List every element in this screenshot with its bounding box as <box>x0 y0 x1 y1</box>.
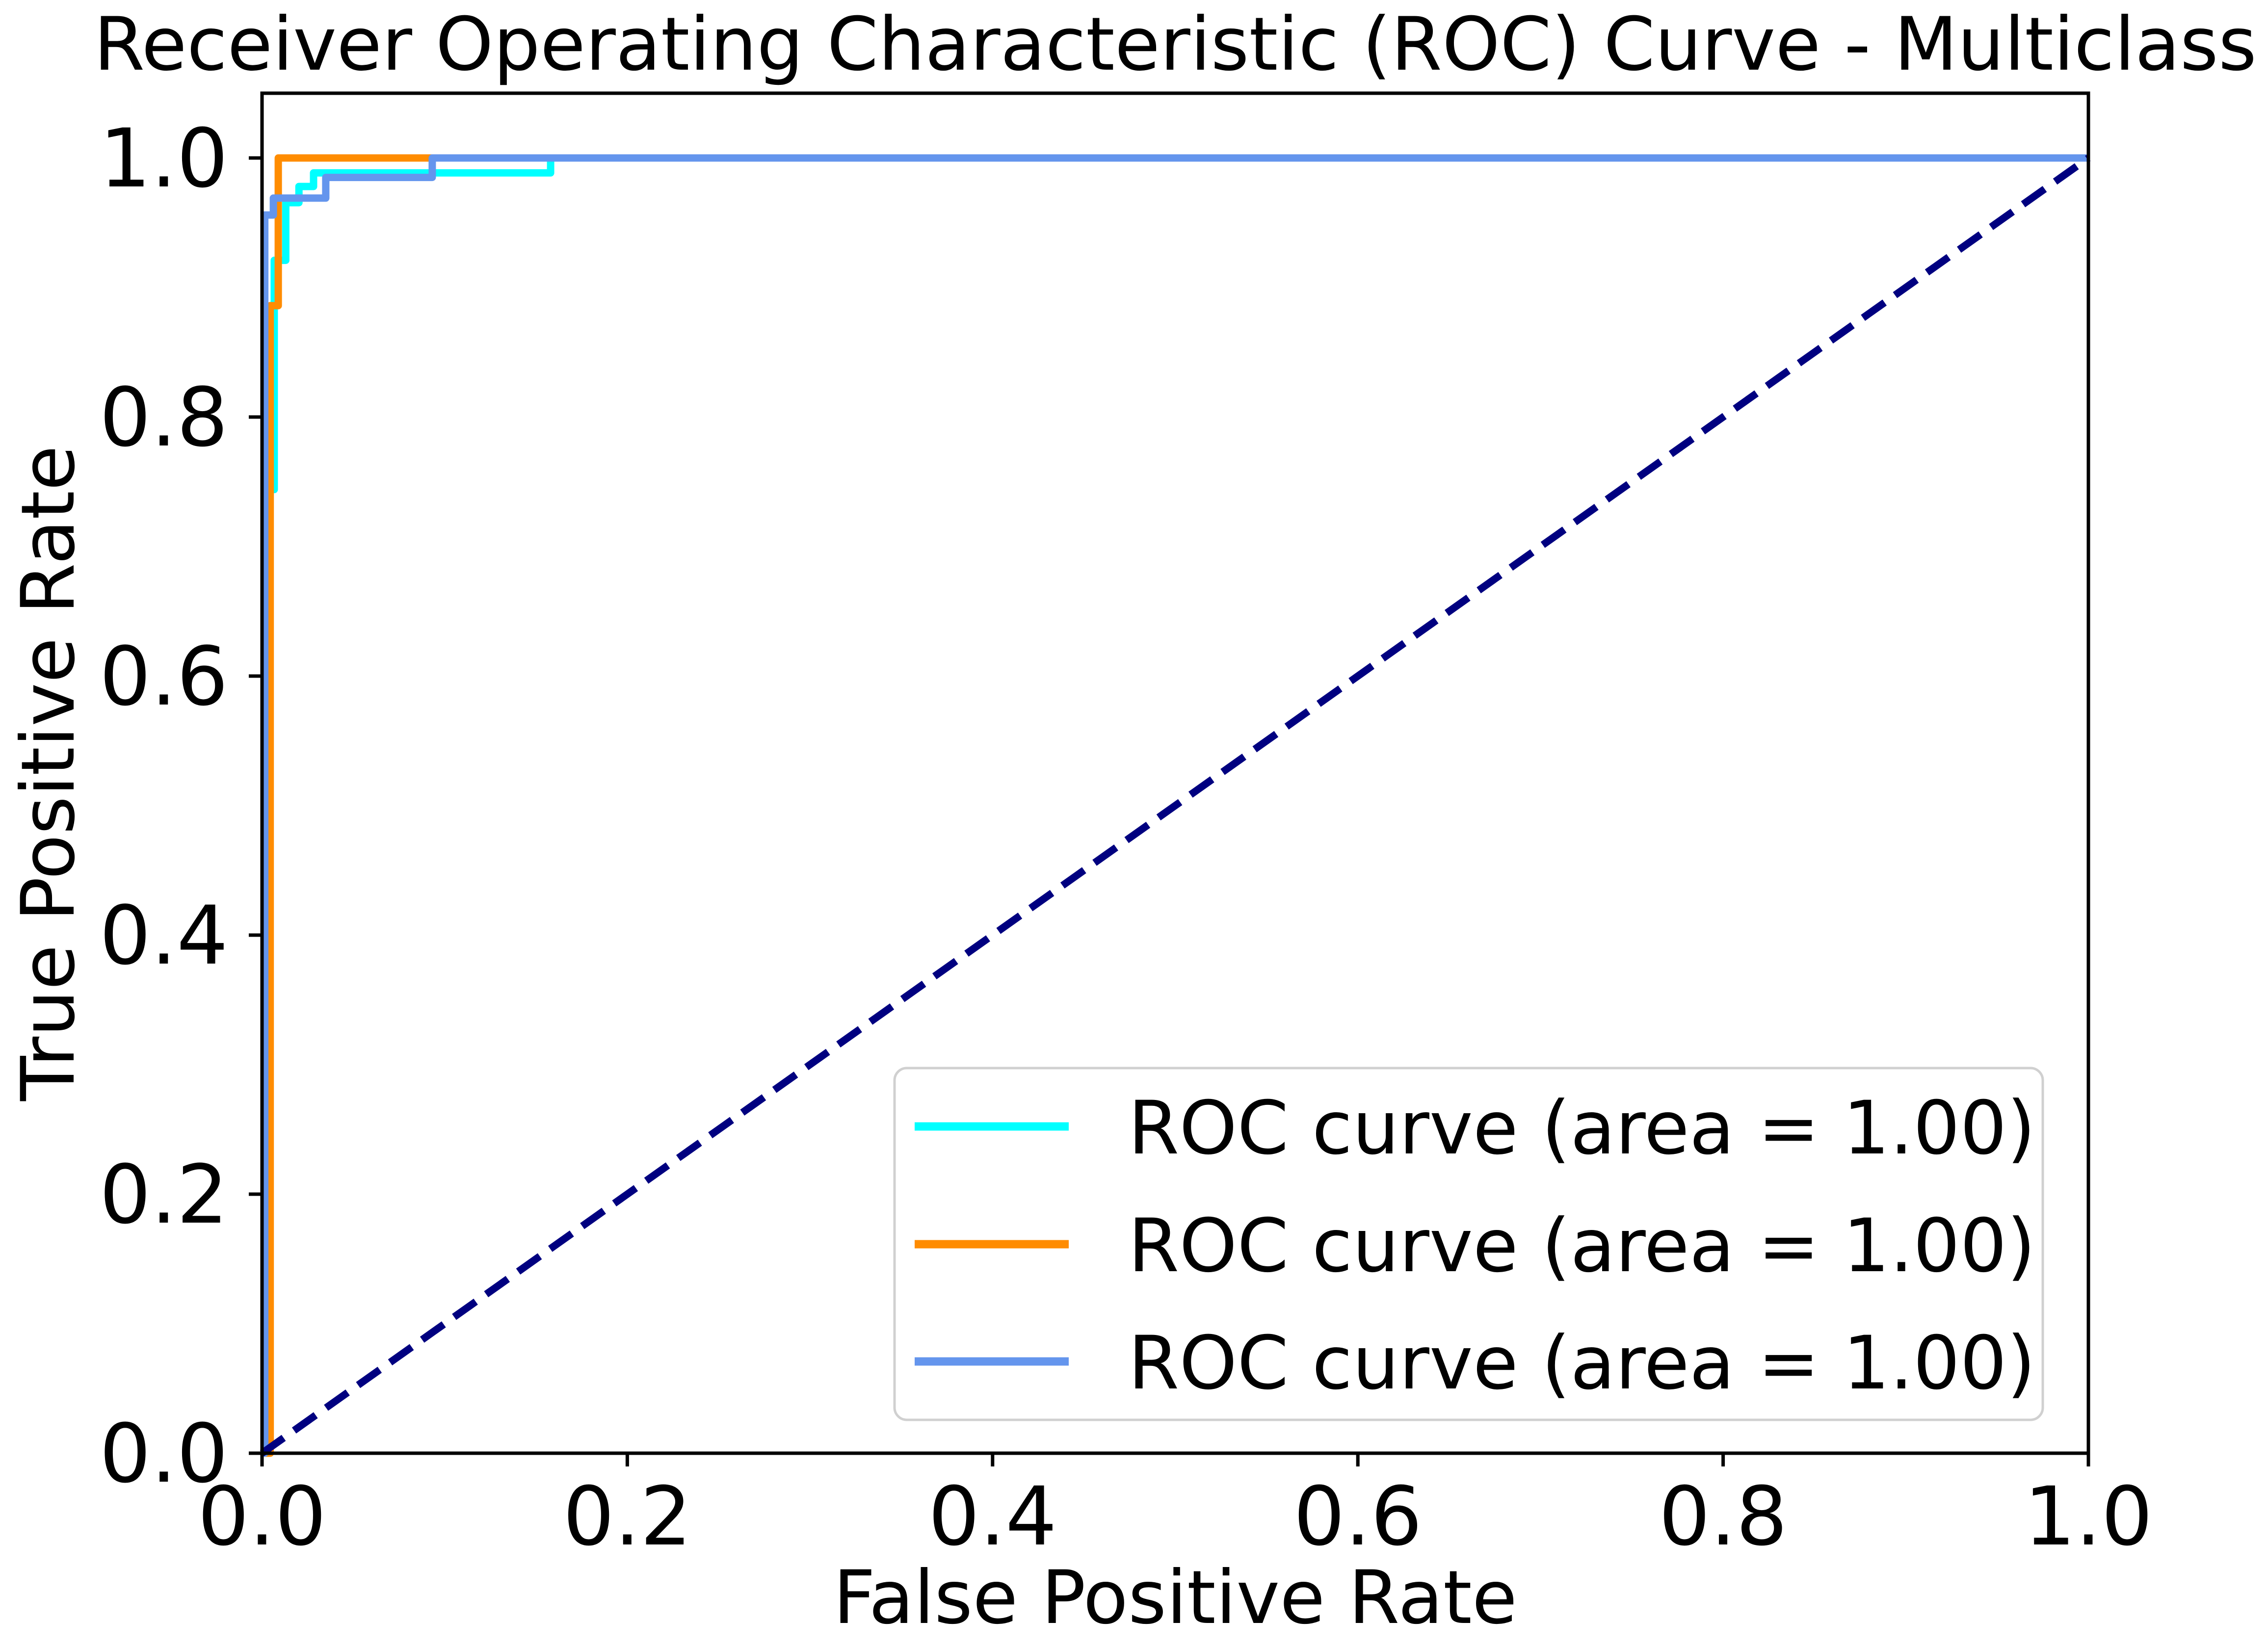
legend-entries: ROC curve (area = 1.00) ROC curve (area =… <box>915 1086 2035 1406</box>
y-tick-label: 0.0 <box>100 1407 228 1501</box>
roc-curve-cornflowerblue <box>261 154 2088 1457</box>
legend-entry: ROC curve (area = 1.00) <box>915 1086 2035 1171</box>
axes-frame <box>260 91 2090 1455</box>
chart-title: Receiver Operating Characteristic (ROC) … <box>94 2 2257 87</box>
x-axis-label: False Positive Rate <box>833 1555 1517 1641</box>
legend-entry: ROC curve (area = 1.00) <box>915 1203 2035 1289</box>
chance-diagonal-line <box>260 155 2091 1457</box>
x-axis-ticks: 0.0 0.2 0.4 0.6 0.8 1.0 <box>198 1453 2153 1564</box>
legend-box <box>893 1067 2044 1421</box>
x-tick-label: 0.2 <box>563 1469 691 1564</box>
legend-entry: ROC curve (area = 1.00) <box>915 1321 2035 1406</box>
x-tick-label: 0.8 <box>1659 1469 1787 1564</box>
y-tick-label: 0.2 <box>100 1148 228 1242</box>
x-tick-label: 0.6 <box>1293 1469 1422 1564</box>
x-tick-label: 0.0 <box>198 1469 326 1564</box>
y-axis-label: True Positive Rate <box>6 445 91 1101</box>
legend-entry-label: ROC curve (area = 1.00) <box>1128 1203 2035 1289</box>
y-tick-label: 0.8 <box>100 370 228 465</box>
x-tick-label: 0.4 <box>928 1469 1057 1564</box>
y-tick-label: 0.4 <box>100 889 228 983</box>
legend-entry-label: ROC curve (area = 1.00) <box>1128 1086 2035 1171</box>
y-axis-ticks: 0.0 0.2 0.4 0.6 0.8 1.0 <box>100 111 262 1501</box>
legend: ROC curve (area = 1.00) ROC curve (area =… <box>893 1067 2044 1421</box>
y-tick-label: 1.0 <box>100 111 228 206</box>
y-tick-label: 0.6 <box>100 629 228 724</box>
legend-entry-label: ROC curve (area = 1.00) <box>1128 1321 2035 1406</box>
x-tick-label: 1.0 <box>2024 1469 2153 1564</box>
